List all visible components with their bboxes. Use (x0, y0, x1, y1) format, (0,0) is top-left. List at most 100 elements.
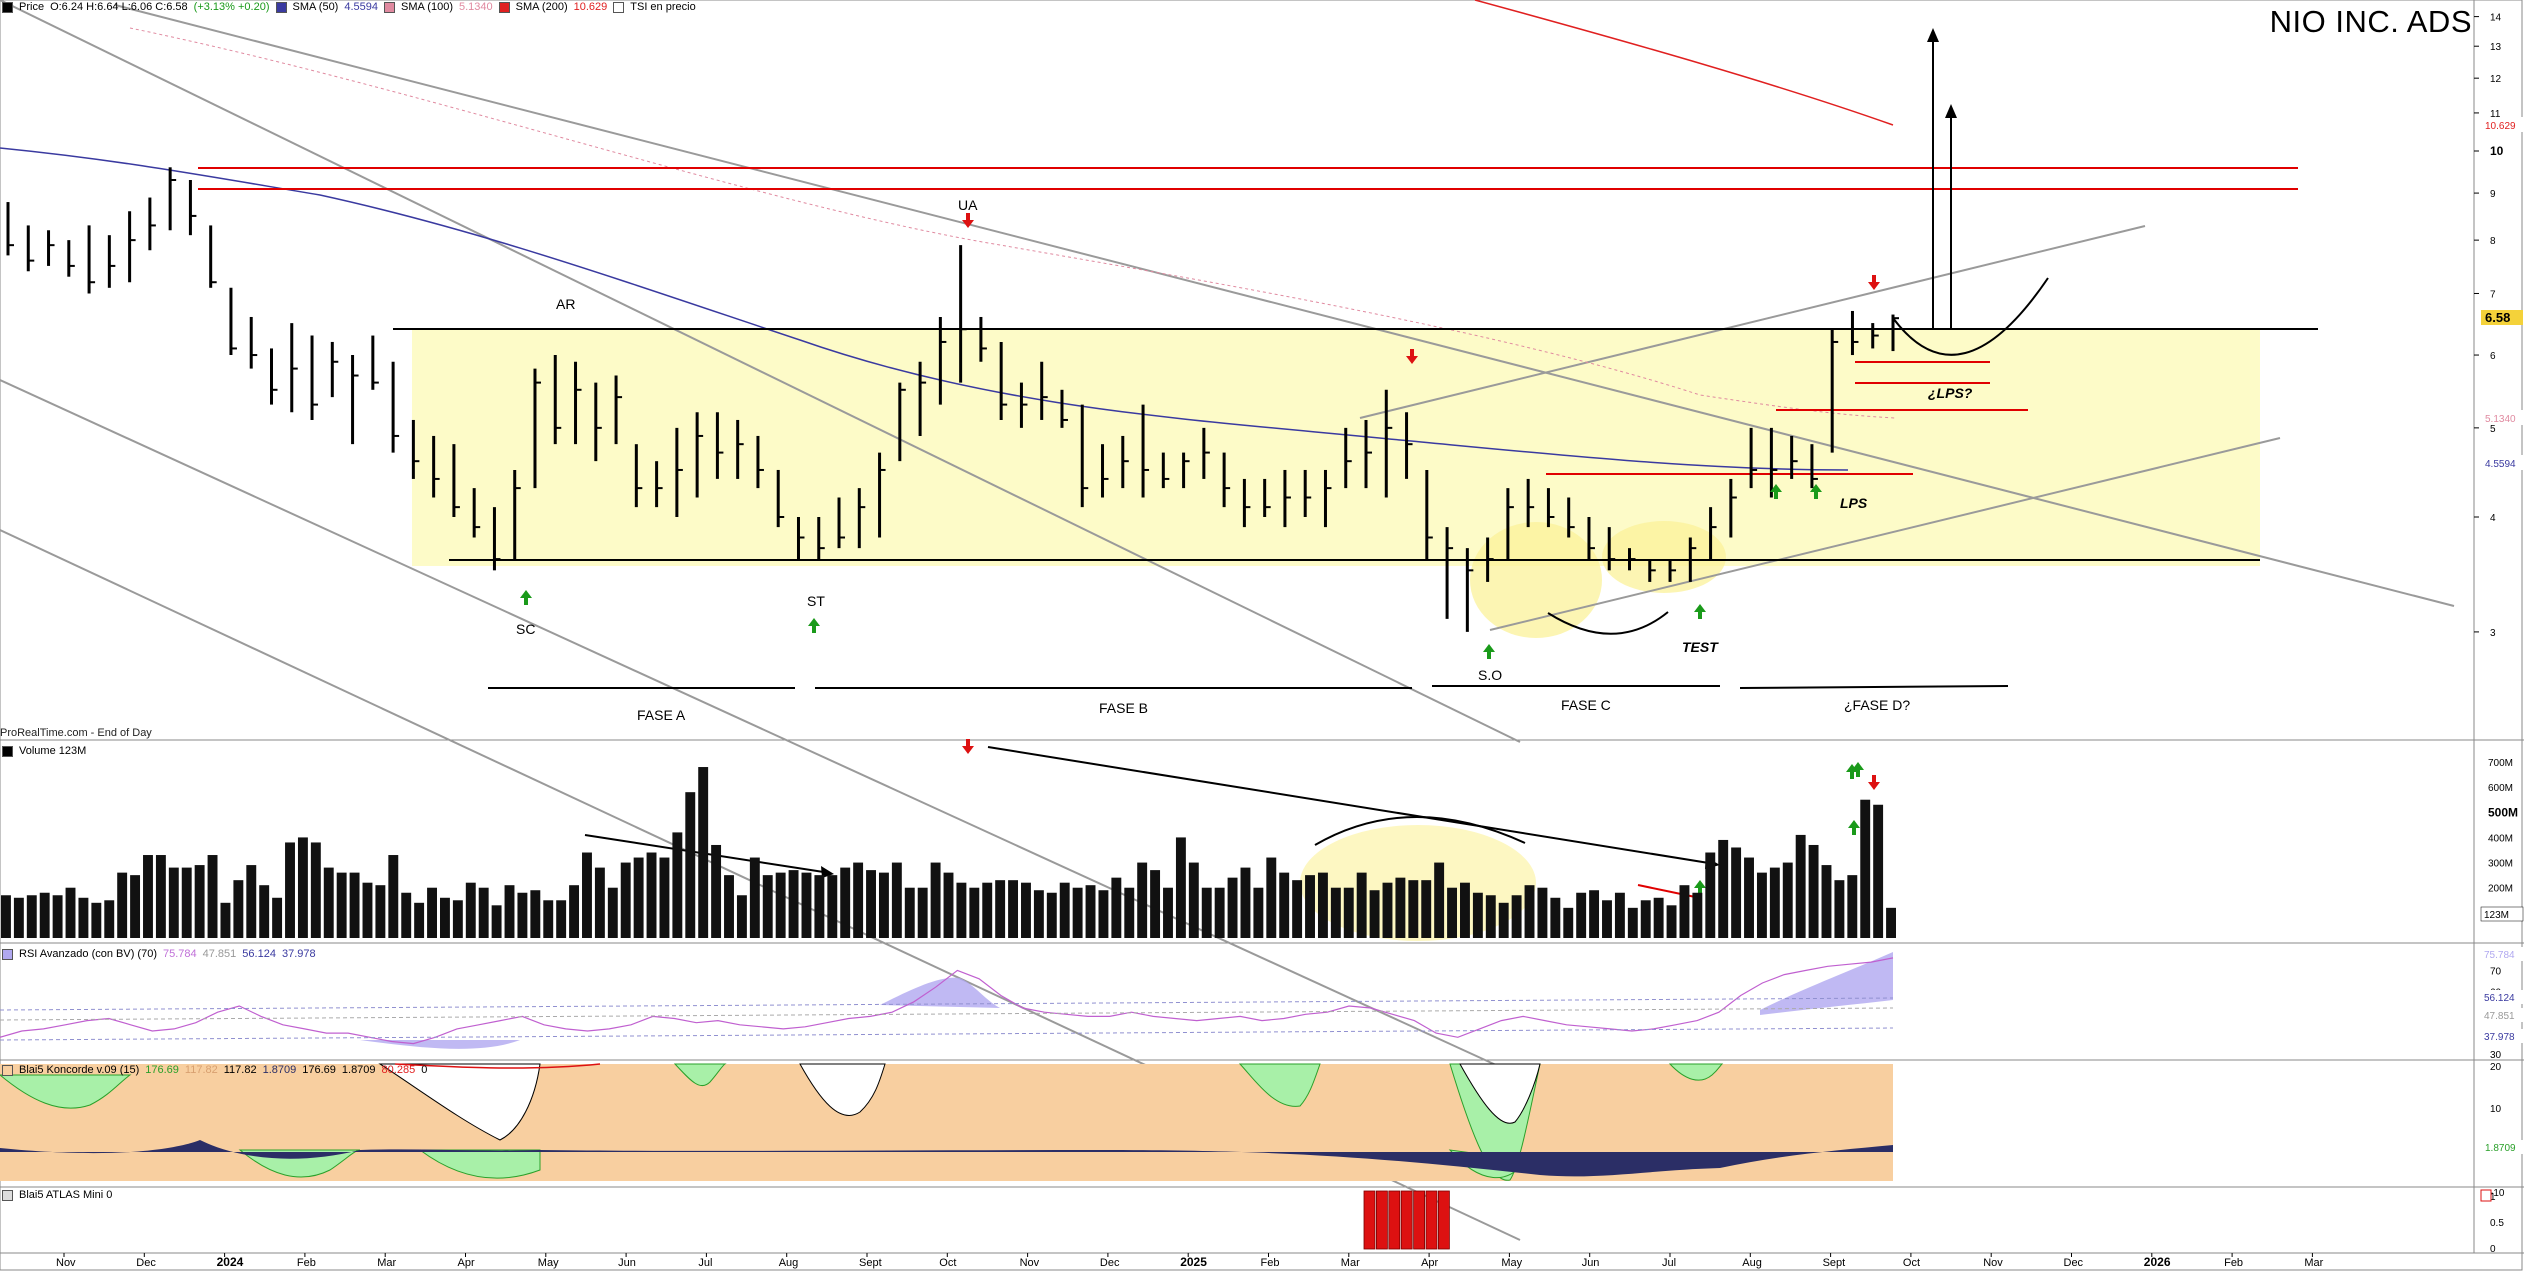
test-highlight (1602, 521, 1726, 593)
rsi-badge: 37.978 (2484, 1032, 2515, 1043)
rsi-line (0, 957, 1894, 1045)
sma100-badge-bg (2481, 410, 2523, 425)
date-tick-label: Jul (1662, 1257, 1676, 1269)
volume-bar (543, 900, 554, 938)
rsi-fill-2 (880, 977, 1000, 1008)
volume-bar (1460, 882, 1470, 938)
volume-bar (1614, 892, 1625, 938)
volume-bar (930, 862, 941, 938)
volume-arc (1314, 816, 1526, 846)
koncorde-v8: 0 (421, 1064, 428, 1076)
price-tick-label: 7 (2490, 289, 2496, 300)
volume-bar (26, 895, 37, 938)
volume-bar (646, 852, 657, 938)
volume-bar (1860, 799, 1871, 938)
volume-bar (336, 872, 347, 938)
volume-bar (1408, 880, 1419, 938)
volume-bar (1679, 885, 1690, 938)
volume-bar (943, 872, 954, 938)
rsi-band (0, 997, 1894, 1011)
volume-bar (1472, 892, 1483, 938)
volume-bar (272, 897, 283, 938)
volume-bar (1059, 882, 1070, 938)
price-swatch (2, 1, 13, 13)
volume-bar (259, 885, 270, 938)
volume-bar (1666, 905, 1677, 938)
volume-bar (220, 902, 231, 938)
volume-bar (130, 875, 141, 938)
volume-bar (1240, 867, 1251, 938)
arrow-up (520, 590, 532, 605)
volume-label: Volume 123M (19, 745, 87, 757)
price-tick-label: 10 (2490, 144, 2504, 158)
chart-title: NIO INC. ADS (2269, 4, 2472, 39)
volume-bar (878, 872, 889, 938)
volume-tick-label: 200M (2488, 884, 2513, 895)
volume-bar (1111, 877, 1122, 938)
volume-bar (1279, 872, 1290, 938)
volume-bar (569, 885, 580, 938)
koncorde-white-area (1459, 1063, 1541, 1124)
koncorde-legend: Blai5 Koncorde v.09 (15) 176.69 117.82 1… (2, 1064, 433, 1076)
target-arrowhead-1 (1927, 28, 1939, 42)
volume-trend-1-head (821, 866, 834, 878)
volume-bar (711, 844, 722, 938)
volume-bar (1046, 892, 1057, 938)
trend-channels (0, 0, 2455, 1241)
volume-bar (91, 902, 102, 938)
volume-bar (1447, 887, 1458, 938)
volume-bar (1137, 862, 1148, 938)
volume-bar (672, 832, 683, 938)
arrow-up (1694, 880, 1706, 895)
so-highlight (1470, 522, 1602, 638)
volume-bar (749, 857, 760, 938)
volume-bar (620, 862, 631, 938)
koncorde-white-area (799, 1063, 886, 1116)
price-tick-label: 4 (2490, 513, 2496, 524)
atlas-legend: Blai5 ATLAS Mini 0 (2, 1189, 118, 1201)
rsi-v2: 47.851 (202, 948, 237, 960)
date-tick-label: May (1501, 1257, 1522, 1269)
arrow-down (962, 213, 974, 228)
atlas-tick-label: 0.5 (2490, 1218, 2504, 1229)
volume-bar (1305, 875, 1315, 938)
volume-bar (1589, 890, 1600, 938)
date-tick-label: Jul (698, 1257, 712, 1269)
volume-bar (1266, 857, 1277, 938)
volume-bar (1382, 882, 1393, 938)
price-bars (6, 167, 1899, 632)
volume-bar (1524, 885, 1535, 938)
volume-bar (633, 857, 644, 938)
volume-swatch (2, 745, 13, 757)
volume-bar (1769, 867, 1780, 938)
volume-bar (1498, 902, 1509, 938)
volume-bar (349, 872, 360, 938)
volume-bar (1292, 880, 1303, 938)
date-tick-label: Sept (859, 1257, 882, 1269)
volume-bar (207, 855, 218, 938)
volume-bar (1550, 897, 1561, 938)
volume-bar (1421, 880, 1432, 938)
volume-bar (685, 792, 696, 938)
arc-lps (1892, 277, 2049, 356)
volume-bar (775, 872, 786, 938)
volume-bar (491, 905, 502, 938)
volume-bar (1, 895, 11, 938)
rsi-badge-bg (2481, 1029, 2523, 1043)
volume-bar (995, 880, 1006, 938)
date-tick-label: 2026 (2144, 1255, 2171, 1269)
volume-bar (1718, 839, 1729, 938)
volume-bar (956, 882, 967, 938)
koncorde-v7: 80.285 (381, 1064, 416, 1076)
volume-bar (1886, 907, 1896, 938)
range-zone-rect (412, 328, 2260, 566)
channel-line (114, 4, 2455, 607)
koncorde-white-area (378, 1063, 541, 1141)
arrow-up (1852, 762, 1864, 777)
volume-bar (1150, 870, 1161, 938)
koncorde-v6: 1.8709 (341, 1064, 376, 1076)
atlas-tick-label: 0 (2490, 1244, 2496, 1255)
volume-bar (1330, 887, 1341, 938)
volume-bar (594, 867, 605, 938)
volume-bar (1782, 862, 1793, 938)
